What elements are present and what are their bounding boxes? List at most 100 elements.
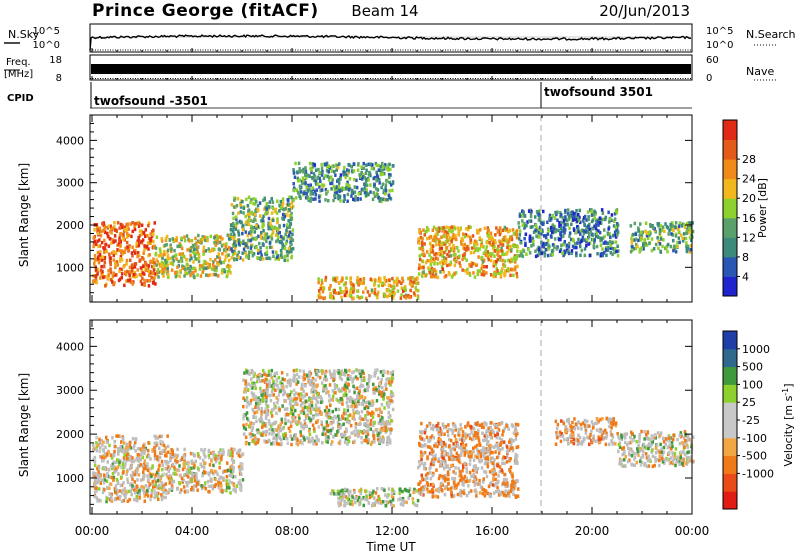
velocity-panel-cell-2 xyxy=(290,425,293,429)
velocity-panel-cell-0 xyxy=(106,497,109,501)
power-panel-cell-1 xyxy=(155,246,158,250)
cpid-program-2: twofsound 3501 xyxy=(544,85,653,99)
power-panel-cell-7 xyxy=(681,237,684,241)
power-panel-cell-3 xyxy=(369,183,372,187)
power-panel-cell-3 xyxy=(314,197,317,201)
power-panel-cell-2 xyxy=(287,198,290,202)
power-panel-cell-2 xyxy=(258,242,261,246)
power-panel-cell-6 xyxy=(559,238,562,242)
velocity-panel-cell-2 xyxy=(352,408,355,412)
power-panel-cell-5 xyxy=(422,266,425,270)
velocity-panel-cell-2 xyxy=(259,380,262,384)
power-panel-cell-4 xyxy=(358,282,361,286)
velocity-panel-cell-2 xyxy=(359,415,362,419)
power-panel-cell-1 xyxy=(175,253,178,256)
power-panel-cell-5 xyxy=(421,274,424,278)
velocity-panel-cell-2 xyxy=(242,397,245,401)
velocity-panel-cell-0 xyxy=(165,491,168,495)
power-panel-cell-3 xyxy=(313,172,316,176)
velocity-panel-cell-0 xyxy=(158,447,161,451)
velocity-panel-cell-1 xyxy=(217,456,220,460)
power-panel-cell-5 xyxy=(431,260,434,264)
power-panel-cell-2 xyxy=(269,241,272,245)
velocity-panel-cell-2 xyxy=(375,408,378,412)
power-panel-cell-0 xyxy=(139,229,142,233)
power-panel-cell-3 xyxy=(328,176,331,180)
velocity-panel-cell-1 xyxy=(218,461,221,465)
power-panel-cell-7 xyxy=(632,233,635,237)
power-panel-cell-0 xyxy=(131,246,134,250)
power-panel-cell-0 xyxy=(131,221,134,225)
velocity-panel-cell-1 xyxy=(185,481,188,485)
velocity-panel-cell-2 xyxy=(306,436,309,440)
power-panel-cell-5 xyxy=(486,245,489,249)
power-panel-cell-2 xyxy=(262,222,265,226)
velocity-panel-cell-2 xyxy=(318,425,321,429)
power-panel-cell-2 xyxy=(248,196,251,200)
power-panel-cell-3 xyxy=(310,192,313,196)
power-panel-cell-6 xyxy=(527,248,530,252)
power-panel-cell-5 xyxy=(458,255,461,259)
velocity-panel-cell-2 xyxy=(281,404,284,408)
velocity-panel-cell-2 xyxy=(312,442,315,446)
power-panel-cell-6 xyxy=(589,254,592,258)
velocity-panel-cell-2 xyxy=(297,393,300,397)
power-panel-cell-2 xyxy=(262,199,265,203)
power-panel-cell-0 xyxy=(148,274,151,278)
velocity-panel-cell-0 xyxy=(142,485,145,489)
power-panel-cell-2 xyxy=(231,256,234,260)
velocity-panel-cell-0 xyxy=(164,467,167,471)
power-panel-cell-6 xyxy=(610,244,613,248)
power-panel-cell-5 xyxy=(460,242,463,246)
power-panel-cell-3 xyxy=(385,183,388,187)
velocity-panel-cell-2 xyxy=(379,436,382,440)
velocity-panel-cell-2 xyxy=(368,402,371,406)
velocity-panel-cell-2 xyxy=(274,372,277,376)
power-panel-cell-7 xyxy=(657,224,660,228)
velocity-panel-cell-1 xyxy=(187,465,190,469)
power-panel-cell-5 xyxy=(420,247,423,251)
velocity-panel-cell-2 xyxy=(338,408,341,412)
velocity-panel-cell-1 xyxy=(169,474,172,478)
velocity-panel-cell-2 xyxy=(277,426,280,430)
power-panel-cell-6 xyxy=(559,250,562,254)
power-panel-cell-0 xyxy=(126,245,129,249)
power-panel-cell-6 xyxy=(577,213,580,217)
velocity-panel-cell-2 xyxy=(246,417,249,421)
power-panel-cell-1 xyxy=(202,237,205,241)
power-panel-cell-4 xyxy=(322,290,325,294)
velocity-panel-cell-2 xyxy=(283,378,286,382)
velocity-panel-cell-2 xyxy=(390,390,393,394)
velocity-panel-cell-0 xyxy=(150,475,153,479)
power-panel-cell-1 xyxy=(209,258,212,262)
velocity-panel-cell-0 xyxy=(92,444,95,448)
power-panel-cell-6 xyxy=(519,214,522,218)
power-panel-cell-5 xyxy=(516,272,519,276)
velocity-panel-cell-2 xyxy=(249,423,252,427)
power-panel-cell-3 xyxy=(347,193,350,197)
velocity-panel-cell-2 xyxy=(252,415,255,419)
power-panel-cell-4 xyxy=(400,293,403,297)
power-panel-cell-2 xyxy=(291,255,294,259)
power-panel-cell-5 xyxy=(435,243,438,247)
power-panel-cell-1 xyxy=(228,237,231,241)
power-panel-cell-6 xyxy=(575,251,578,255)
power-panel-cell-4 xyxy=(413,291,416,295)
power-panel-cell-0 xyxy=(126,241,128,245)
power-panel-cell-0 xyxy=(153,265,156,269)
velocity-panel-cell-2 xyxy=(345,427,348,431)
power-panel-cell-5 xyxy=(429,242,432,246)
velocity-panel-cell-2 xyxy=(343,408,346,412)
power-panel-cell-2 xyxy=(275,251,278,255)
velocity-panel-cell-1 xyxy=(230,481,233,485)
velocity-panel-cell-2 xyxy=(326,378,329,382)
velocity-panel-cell-2 xyxy=(350,424,353,428)
velocity-panel-cell-0 xyxy=(118,461,121,465)
power-panel-cell-5 xyxy=(498,240,501,244)
velocity-panel-cell-2 xyxy=(347,377,350,381)
power-panel-cell-2 xyxy=(267,227,270,231)
power-panel-cell-1 xyxy=(210,235,213,239)
power-panel-cell-0 xyxy=(107,269,110,273)
power-panel-cell-3 xyxy=(358,173,361,177)
velocity-panel-cell-1 xyxy=(208,485,211,489)
